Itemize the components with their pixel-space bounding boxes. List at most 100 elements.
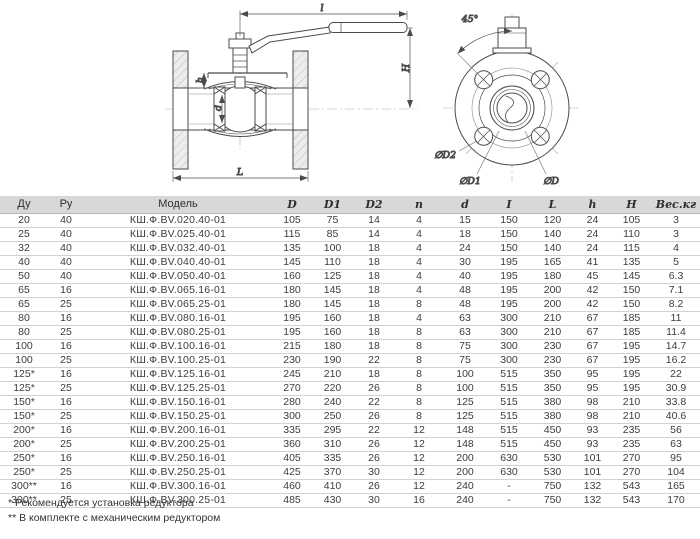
cell-I: 515	[487, 367, 531, 382]
cell-Модель: КШ.Ф.BV.125.25-01	[84, 381, 272, 396]
cell-d: 125	[443, 395, 487, 410]
cell-L: 380	[531, 409, 574, 424]
cell-n: 12	[395, 423, 443, 438]
cell-Вес.кг: 95	[652, 451, 700, 466]
cell-H: 185	[611, 311, 652, 326]
cell-n: 12	[395, 479, 443, 494]
cell-H: 210	[611, 395, 652, 410]
cell-h: 98	[574, 409, 611, 424]
cell-I: 150	[487, 227, 531, 242]
cell-D: 180	[272, 283, 312, 298]
cell-D: 335	[272, 423, 312, 438]
cell-H: 543	[611, 479, 652, 494]
cell-Ду: 20	[0, 213, 48, 228]
cell-Модель: КШ.Ф.BV.200.16-01	[84, 423, 272, 438]
cell-Вес.кг: 11.4	[652, 325, 700, 340]
cell-Ру: 25	[48, 465, 84, 480]
col-header-3: D	[272, 196, 312, 214]
left-flange	[172, 50, 189, 170]
dim-label-D1: ∅D1	[459, 176, 481, 187]
cell-D: 115	[272, 227, 312, 242]
cell-Ду: 300**	[0, 479, 48, 494]
cell-L: 350	[531, 367, 574, 382]
table-row: 300** 25 КШ.Ф.BV.300.25-01 485 430 30 16 240-75…	[0, 493, 700, 508]
cell-D: 425	[272, 465, 312, 480]
col-header-5: D2	[353, 196, 395, 214]
cell-d: 48	[443, 297, 487, 312]
cell-d: 148	[443, 423, 487, 438]
cell-D: 230	[272, 353, 312, 368]
cell-Модель: КШ.Ф.BV.080.16-01	[84, 311, 272, 326]
table-row: 80 25 КШ.Ф.BV.080.25-01 195 160 18 8 63 300 210 67…	[0, 325, 700, 340]
cell-Вес.кг: 3	[652, 227, 700, 242]
table-row: 80 16 КШ.Ф.BV.080.16-01 195 160 18 4 63 300 210 67…	[0, 311, 700, 326]
footnote: * Рекомендуется установка редуктора	[8, 497, 194, 509]
cell-L: 450	[531, 437, 574, 452]
dim-label-D2: ∅D2	[434, 150, 456, 161]
col-header-4: D1	[312, 196, 353, 214]
cell-Вес.кг: 8.2	[652, 297, 700, 312]
cell-D: 245	[272, 367, 312, 382]
cell-Модель: КШ.Ф.BV.065.25-01	[84, 297, 272, 312]
cell-D2: 14	[353, 213, 395, 228]
cell-d: 200	[443, 451, 487, 466]
dim-label-l: l	[320, 3, 323, 14]
dim-stem-height	[198, 73, 212, 89]
cell-Вес.кг: 22	[652, 367, 700, 382]
cell-Ру: 16	[48, 451, 84, 466]
cell-Ру: 25	[48, 409, 84, 424]
cell-h: 67	[574, 325, 611, 340]
dim-label-45: 45°	[461, 14, 479, 25]
cell-Ду: 300**	[0, 493, 48, 508]
cell-n: 12	[395, 437, 443, 452]
cell-L: 140	[531, 227, 574, 242]
cell-Ру: 16	[48, 367, 84, 382]
cell-H: 135	[611, 255, 652, 270]
cell-L: 450	[531, 423, 574, 438]
cell-Ду: 150*	[0, 409, 48, 424]
cell-h: 132	[574, 493, 611, 508]
handle-grip	[328, 22, 408, 33]
cell-D2: 30	[353, 465, 395, 480]
cell-I: -	[487, 479, 531, 494]
cell-Ру: 40	[48, 213, 84, 228]
diameter-leaders	[458, 130, 547, 175]
table-row: 150* 25 КШ.Ф.BV.150.25-01 300 250 26 8 125 515 38…	[0, 409, 700, 424]
cell-h: 24	[574, 241, 611, 256]
cell-Вес.кг: 63	[652, 437, 700, 452]
cell-H: 195	[611, 339, 652, 354]
cell-Модель: КШ.Ф.BV.032.40-01	[84, 241, 272, 256]
cell-D2: 26	[353, 451, 395, 466]
cell-Модель: КШ.Ф.BV.020.40-01	[84, 213, 272, 228]
table-row: 250* 25 КШ.Ф.BV.250.25-01 425 370 30 12 200 630 5…	[0, 465, 700, 480]
right-seat	[254, 86, 267, 132]
cell-d: 15	[443, 213, 487, 228]
bolt-holes	[474, 70, 550, 146]
col-header-9: L	[531, 196, 574, 214]
col-header-8: I	[487, 196, 531, 214]
cell-H: 110	[611, 227, 652, 242]
cell-Ду: 25	[0, 227, 48, 242]
cell-d: 125	[443, 409, 487, 424]
cell-L: 120	[531, 213, 574, 228]
cell-D1: 240	[312, 395, 353, 410]
dim-handle-length	[239, 11, 408, 36]
cell-I: 515	[487, 423, 531, 438]
cell-D1: 250	[312, 409, 353, 424]
footnotes: * Рекомендуется установка редуктора ** В …	[8, 496, 220, 526]
cell-D: 180	[272, 297, 312, 312]
cell-D: 145	[272, 255, 312, 270]
cell-d: 240	[443, 479, 487, 494]
col-header-1: Ру	[48, 196, 84, 214]
cell-n: 16	[395, 493, 443, 508]
cell-D2: 22	[353, 423, 395, 438]
cell-H: 145	[611, 269, 652, 284]
cell-D1: 220	[312, 381, 353, 396]
cell-I: 300	[487, 311, 531, 326]
cell-D2: 18	[353, 367, 395, 382]
cell-h: 101	[574, 465, 611, 480]
cell-d: 63	[443, 311, 487, 326]
cell-n: 8	[395, 367, 443, 382]
cell-D: 300	[272, 409, 312, 424]
cell-D2: 18	[353, 297, 395, 312]
